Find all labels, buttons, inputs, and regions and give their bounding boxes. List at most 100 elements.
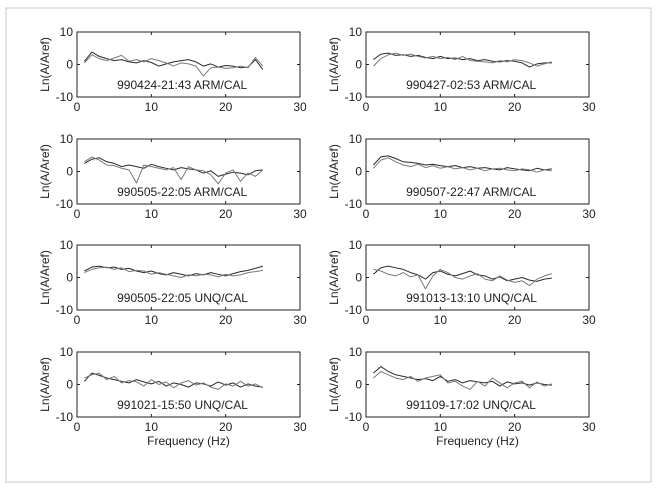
y-axis-label: Ln(A/Aref)	[327, 144, 341, 199]
y-tick-label: 10	[60, 345, 74, 359]
x-tick-label: 20	[508, 207, 522, 221]
series-line-1	[373, 265, 552, 282]
x-tick-label: 0	[74, 100, 81, 114]
x-tick-label: 0	[363, 207, 370, 221]
y-tick-label: -10	[56, 197, 74, 211]
x-tick-label: 20	[219, 207, 233, 221]
x-axis-label: Frequency (Hz)	[147, 434, 230, 448]
x-tick-label: 30	[582, 313, 596, 327]
x-tick-label: 0	[74, 313, 81, 327]
y-tick-label: 10	[349, 25, 363, 39]
x-tick-label: 30	[293, 313, 307, 327]
y-tick-label: 10	[349, 345, 363, 359]
y-axis-label: Ln(A/Aref)	[38, 357, 52, 412]
panel-annotation: 991021-15:50 UNQ/CAL	[117, 398, 248, 412]
panel-annotation: 990505-22:05 UNQ/CAL	[117, 291, 248, 305]
plot-box	[365, 244, 590, 311]
series-line-1	[84, 157, 263, 177]
plot-box	[76, 138, 301, 205]
y-tick-label: -10	[56, 410, 74, 424]
x-tick-label: 10	[145, 420, 159, 434]
y-tick-label: -10	[345, 90, 363, 104]
x-tick-label: 30	[582, 100, 596, 114]
plot-box	[76, 351, 301, 418]
series-line-2	[84, 54, 264, 77]
y-tick-label: 10	[60, 132, 74, 146]
x-tick-label: 0	[363, 100, 370, 114]
x-tick-label: 30	[293, 420, 307, 434]
y-tick-label: -10	[345, 197, 363, 211]
plot-box	[365, 31, 590, 98]
panel-annotation: 990507-22:47 ARM/CAL	[406, 185, 536, 199]
series-line-2	[373, 157, 552, 173]
series-line-1	[84, 265, 263, 277]
x-tick-label: 10	[145, 313, 159, 327]
x-tick-label: 20	[219, 100, 233, 114]
y-axis-label: Ln(A/Aref)	[38, 144, 52, 199]
plot-box	[365, 138, 590, 205]
y-tick-label: 0	[66, 165, 73, 179]
x-tick-label: 10	[434, 420, 448, 434]
y-axis-label: Ln(A/Aref)	[38, 250, 52, 305]
x-axis-label: Frequency (Hz)	[436, 434, 519, 448]
x-tick-label: 30	[293, 207, 307, 221]
panel-annotation: 990505-22:05 ARM/CAL	[117, 185, 247, 199]
y-tick-label: 10	[60, 25, 74, 39]
y-axis-label: Ln(A/Aref)	[327, 250, 341, 305]
series-line-2	[373, 371, 552, 390]
x-tick-label: 20	[508, 420, 522, 434]
y-tick-label: 0	[355, 58, 362, 72]
y-tick-label: -10	[345, 410, 363, 424]
series-line-2	[84, 266, 263, 278]
y-axis-label: Ln(A/Aref)	[327, 357, 341, 412]
panel-annotation: 990424-21:43 ARM/CAL	[117, 78, 247, 92]
x-tick-label: 10	[145, 207, 159, 221]
y-tick-label: 0	[66, 378, 73, 392]
y-tick-label: 0	[355, 165, 362, 179]
y-axis-label: Ln(A/Aref)	[38, 37, 52, 92]
plot-box	[76, 31, 301, 98]
y-tick-label: 10	[349, 132, 363, 146]
y-tick-label: 10	[349, 238, 363, 252]
figure-frame	[5, 7, 652, 483]
series-line-2	[84, 156, 264, 185]
series-line-2	[84, 372, 264, 390]
y-tick-label: -10	[345, 303, 363, 317]
x-tick-label: 10	[434, 207, 448, 221]
y-tick-label: 10	[60, 238, 74, 252]
y-tick-label: 0	[355, 271, 362, 285]
x-tick-label: 10	[434, 100, 448, 114]
series-line-1	[84, 51, 264, 70]
panel-annotation: 990427-02:53 ARM/CAL	[406, 78, 536, 92]
x-tick-label: 0	[74, 207, 81, 221]
series-line-1	[373, 52, 552, 68]
x-tick-label: 30	[582, 420, 596, 434]
x-tick-label: 10	[145, 100, 159, 114]
y-tick-label: 0	[66, 58, 73, 72]
y-tick-label: 0	[355, 378, 362, 392]
plot-box	[76, 244, 301, 311]
x-tick-label: 30	[293, 100, 307, 114]
x-tick-label: 20	[219, 420, 233, 434]
y-tick-label: 0	[66, 271, 73, 285]
y-tick-label: -10	[56, 90, 74, 104]
x-tick-label: 20	[508, 313, 522, 327]
x-tick-label: 20	[508, 100, 522, 114]
series-line-1	[84, 372, 263, 388]
series-line-2	[373, 52, 552, 67]
x-tick-label: 0	[363, 313, 370, 327]
y-axis-label: Ln(A/Aref)	[327, 37, 341, 92]
x-tick-label: 10	[434, 313, 448, 327]
series-line-2	[373, 268, 552, 290]
x-tick-label: 0	[74, 420, 81, 434]
x-tick-label: 0	[363, 420, 370, 434]
y-tick-label: -10	[56, 303, 74, 317]
